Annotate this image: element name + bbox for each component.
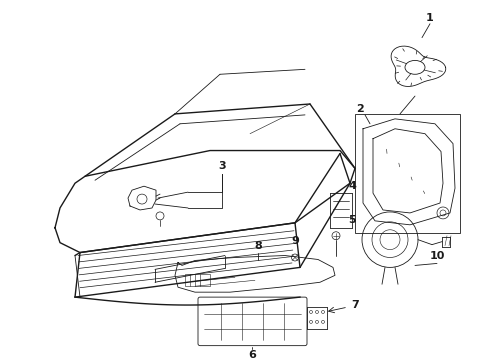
Text: 10: 10 <box>429 251 445 261</box>
Text: 9: 9 <box>291 236 299 246</box>
Text: 7: 7 <box>351 300 359 310</box>
Text: 8: 8 <box>254 240 262 251</box>
Text: 2: 2 <box>356 104 364 114</box>
Bar <box>355 114 460 233</box>
Text: 6: 6 <box>248 350 256 360</box>
Text: 4: 4 <box>348 181 356 191</box>
Bar <box>185 274 210 286</box>
Text: 5: 5 <box>348 215 356 225</box>
Text: 1: 1 <box>426 13 434 23</box>
Text: 3: 3 <box>218 161 226 171</box>
